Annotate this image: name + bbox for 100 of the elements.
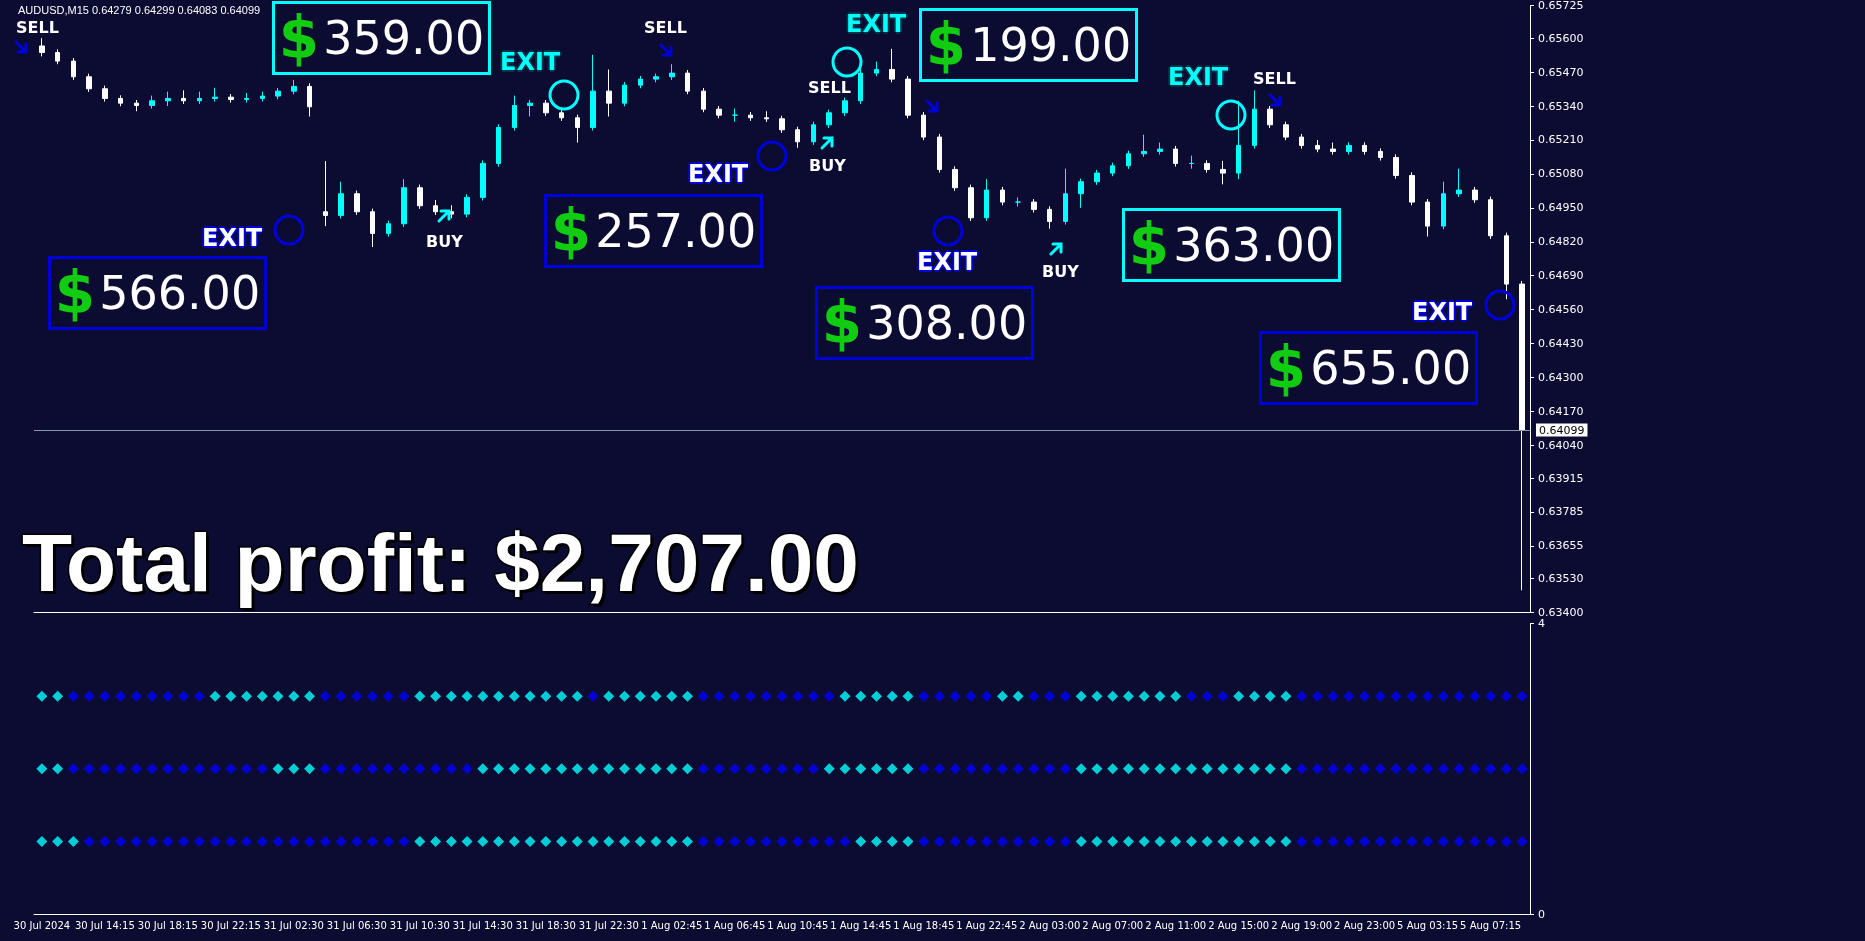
candlestick [1015, 196, 1021, 208]
candlestick [1094, 169, 1100, 186]
candlestick [795, 126, 800, 149]
candlestick [228, 93, 234, 104]
candlestick [1409, 171, 1415, 206]
candlestick [685, 69, 690, 95]
annotation: EXIT [500, 48, 561, 76]
x-tick-label: 31 Jul 02:30 [263, 919, 324, 931]
candlestick [716, 105, 722, 119]
candlestick [590, 54, 596, 132]
y-tick-label: 0.64560 [1538, 303, 1584, 317]
annotation: EXIT [1412, 298, 1473, 326]
annotation: SELL [644, 18, 687, 37]
candlestick [842, 97, 848, 117]
x-tick-label: 2 Aug 07:00 [1082, 919, 1144, 931]
candlestick [779, 115, 785, 134]
x-tick-label: 2 Aug 03:00 [1019, 919, 1081, 931]
candlestick [55, 48, 60, 65]
x-tick-label: 31 Jul 22:30 [578, 919, 639, 931]
candlestick [181, 89, 186, 105]
candlestick [370, 208, 375, 248]
candlestick [921, 111, 926, 141]
candlestick [433, 199, 438, 216]
ref-line-label: 0.64099 [1539, 423, 1585, 437]
y-tick-label: 0 [1538, 907, 1545, 921]
y-tick-label: 0.65080 [1538, 167, 1584, 181]
candlestick [1362, 141, 1367, 156]
x-tick-label: 5 Aug 07:15 [1460, 919, 1522, 931]
candlestick [71, 57, 76, 81]
candlestick [543, 99, 549, 117]
candlestick [212, 87, 218, 103]
candlestick [323, 160, 328, 227]
candlestick [874, 61, 879, 77]
y-tick-label: 0.63400 [1538, 606, 1584, 619]
x-tick-label: 30 Jul 18:15 [137, 919, 198, 931]
candlestick [275, 87, 281, 100]
annotation: $655.00 [1265, 334, 1472, 402]
candlestick [1425, 198, 1430, 238]
x-tick-label: 31 Jul 18:30 [515, 919, 576, 931]
candlestick [559, 109, 564, 122]
x-tick-label: 31 Jul 06:30 [326, 919, 387, 931]
annotation: EXIT [202, 224, 263, 252]
candlestick [260, 91, 265, 103]
annotation: AUDUSD,M15 0.64279 0.64299 0.64083 0.64099 [18, 4, 261, 16]
candlestick [464, 193, 470, 218]
y-tick-label: 0.64300 [1538, 371, 1584, 385]
candlestick [622, 81, 627, 107]
candlestick [244, 92, 249, 104]
candlestick [1519, 280, 1525, 591]
annotation: $363.00 [1128, 211, 1335, 279]
candlestick [669, 63, 675, 81]
annotation: Total profit: $2,707.00 [22, 517, 859, 608]
x-tick-label: 2 Aug 19:00 [1271, 919, 1333, 931]
x-tick-label: 1 Aug 02:45 [641, 919, 703, 931]
y-tick-label: 0.63655 [1538, 539, 1584, 553]
x-tick-label: 1 Aug 18:45 [893, 919, 955, 931]
annotation: BUY [426, 232, 463, 251]
candlestick [575, 114, 580, 144]
candlestick [1126, 150, 1131, 170]
y-tick-label: 0.64170 [1538, 404, 1584, 418]
annotation: $199.00 [925, 11, 1132, 79]
candlestick [291, 79, 297, 95]
x-tick-label: 1 Aug 10:45 [767, 919, 829, 931]
y-tick-label: 0.65600 [1538, 31, 1584, 45]
candlestick [984, 178, 989, 222]
candlestick [1330, 142, 1336, 156]
candlestick [764, 110, 769, 123]
y-tick-label: 0.63785 [1538, 505, 1584, 519]
y-tick-label: 0.65470 [1538, 65, 1584, 79]
candlestick [496, 123, 501, 168]
candlestick [1204, 159, 1210, 174]
candlestick [1393, 153, 1399, 180]
candlestick [1220, 160, 1226, 185]
candlestick [1031, 198, 1037, 214]
annotation: $257.00 [550, 197, 757, 265]
x-tick-label: 2 Aug 11:00 [1145, 919, 1207, 931]
candlestick [39, 37, 45, 57]
candlestick [889, 48, 895, 83]
y-tick-label: 0.65210 [1538, 133, 1584, 147]
candlestick [1378, 147, 1383, 162]
annotation: $359.00 [278, 4, 485, 72]
candlestick [1078, 178, 1084, 209]
candlestick [968, 184, 974, 222]
candlestick [386, 220, 391, 238]
candlestick [165, 91, 171, 107]
candlestick [307, 82, 312, 117]
candlestick [149, 95, 155, 110]
candlestick [905, 75, 911, 119]
annotation: EXIT [1168, 63, 1229, 91]
candlestick [811, 121, 816, 146]
candlestick [417, 184, 423, 210]
candlestick [1141, 134, 1147, 158]
candlestick [1299, 133, 1304, 150]
candlestick [732, 108, 738, 123]
candlestick [1063, 168, 1068, 226]
candlestick [512, 95, 517, 132]
candlestick [1441, 181, 1446, 230]
candlestick [1267, 105, 1273, 129]
x-tick-label: 1 Aug 14:45 [830, 919, 892, 931]
annotation: SELL [808, 78, 851, 97]
